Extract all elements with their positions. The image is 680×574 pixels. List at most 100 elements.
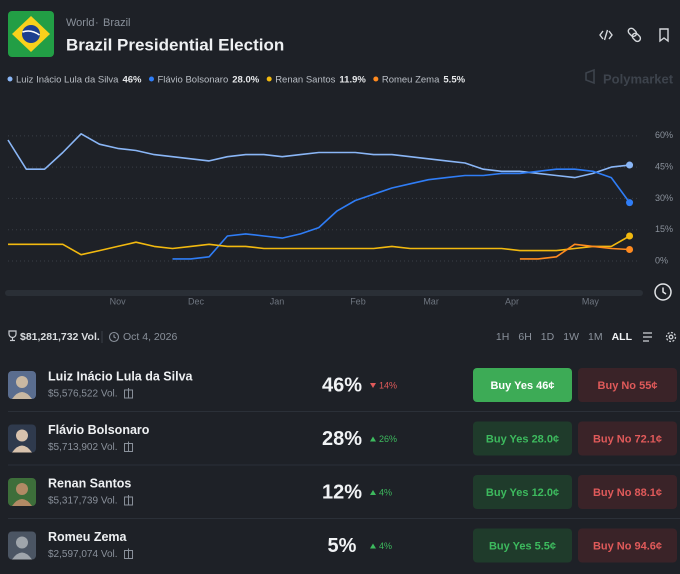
y-tick-label: 15%: [655, 224, 673, 234]
flag: [8, 11, 54, 57]
range-button[interactable]: 1H: [496, 331, 509, 343]
y-tick-label: 0%: [655, 255, 668, 265]
outcome-change: 4%: [379, 541, 392, 551]
outcome-name: Romeu Zema: [48, 530, 128, 544]
clock-button[interactable]: [654, 283, 672, 301]
legend: Luiz Inácio Lula da Silva 46% Flávio Bolso…: [7, 75, 466, 86]
outcome-volume: $5,713,902 Vol.: [48, 442, 118, 453]
legend-swatch: [7, 76, 13, 82]
range-button[interactable]: ALL: [612, 331, 633, 343]
buy-yes-label[interactable]: Buy Yes 28.0¢: [486, 433, 559, 445]
legend-label: Flávio Bolsonaro: [157, 75, 228, 86]
x-tick-label: Mar: [423, 296, 439, 306]
link-icon[interactable]: [627, 27, 642, 43]
x-tick-label: Apr: [505, 296, 519, 306]
y-tick-label: 45%: [655, 162, 673, 172]
buy-yes-button[interactable]: [473, 421, 572, 456]
outcome-change: 14%: [379, 380, 397, 390]
buy-no-button[interactable]: [578, 421, 677, 456]
legend-value: 5.5%: [443, 75, 465, 86]
watermark: Polymarket: [585, 68, 674, 86]
avatar-face: [16, 483, 28, 495]
breadcrumb[interactable]: Brazil: [103, 17, 131, 29]
buy-yes-label[interactable]: Buy Yes 46¢: [490, 380, 554, 392]
end-point: [626, 246, 634, 254]
legend-swatch: [373, 76, 379, 82]
buy-no-label[interactable]: Buy No 55¢: [598, 380, 658, 392]
outcome-volume: $2,597,074 Vol.: [48, 549, 118, 560]
avatar-face: [16, 429, 28, 442]
x-tick-label: Nov: [110, 296, 127, 306]
outcome-volume: $5,317,739 Vol.: [48, 496, 118, 507]
change-arrow: [370, 383, 376, 388]
buy-no-button[interactable]: [578, 475, 677, 509]
trophy-icon: [8, 330, 17, 342]
avatar-body: [12, 552, 32, 560]
end-point: [626, 199, 634, 207]
range-button[interactable]: 1W: [563, 331, 579, 343]
outcome-name: Flávio Bolsonaro: [48, 423, 150, 437]
outcome-change: 26%: [379, 434, 397, 444]
y-tick-label: 60%: [655, 130, 673, 140]
breadcrumb[interactable]: World: [66, 17, 95, 29]
legend-value: 46%: [122, 75, 142, 86]
avatar-body: [12, 392, 32, 399]
end-point: [626, 161, 634, 169]
legend-value: 28.0%: [232, 75, 259, 86]
avatar-face: [16, 536, 28, 549]
embed-icon[interactable]: [599, 29, 613, 41]
outcome-chance: 46%: [322, 374, 362, 396]
breadcrumb-separator: ·: [95, 17, 99, 29]
outcome-name: Renan Santos: [48, 476, 131, 490]
range-selector: ALL 1M 1W 1D 6H 1H: [496, 331, 633, 343]
outcome-chance: 12%: [322, 481, 362, 503]
x-tick-label: Jan: [270, 296, 285, 306]
bookmark-icon[interactable]: [659, 28, 669, 43]
legend-label: Romeu Zema: [382, 75, 440, 86]
buy-no-button[interactable]: [578, 368, 677, 402]
avatar-body: [12, 499, 32, 506]
outcome-volume: $5,576,522 Vol.: [48, 389, 118, 400]
clock-icon: [108, 331, 120, 343]
x-tick-label: May: [582, 296, 600, 306]
legend-swatch: [266, 76, 272, 82]
range-button[interactable]: 1D: [541, 331, 555, 343]
settings-icon[interactable]: [665, 331, 677, 343]
buy-yes-button[interactable]: [473, 368, 572, 402]
buy-no-label[interactable]: Buy No 94.6¢: [593, 540, 662, 552]
legend-label: Renan Santos: [275, 75, 335, 86]
y-tick-label: 30%: [655, 193, 673, 203]
chart: 0% 15% 30% 45% 60% Nov Dec Jan Feb Mar Apr May: [7, 130, 673, 306]
range-button[interactable]: 6H: [518, 331, 531, 343]
page-title: Brazil Presidential Election: [66, 35, 284, 54]
legend-label: Luiz Inácio Lula da Silva: [16, 75, 119, 86]
legend-value: 11.9%: [339, 75, 366, 86]
avatar-face: [16, 376, 28, 388]
change-arrow: [370, 543, 376, 549]
filter-icon[interactable]: [643, 332, 652, 342]
range-button[interactable]: 1M: [588, 331, 603, 343]
outcome-chance: 5%: [328, 535, 357, 557]
legend-swatch: [148, 76, 154, 82]
series-line: [8, 235, 630, 256]
buy-no-label[interactable]: Buy No 72.1¢: [593, 433, 662, 445]
series-line: [519, 243, 630, 260]
outcome-list: Luiz Inácio Lula da Silva $5,576,522 Vol.…: [8, 368, 680, 563]
buy-yes-button[interactable]: [473, 528, 572, 563]
buy-no-button[interactable]: [578, 528, 677, 563]
x-tick-label: Feb: [350, 296, 366, 306]
end-date: Oct 4, 2026: [123, 331, 177, 343]
outcome-change: 4%: [379, 487, 392, 497]
change-arrow: [370, 436, 376, 442]
buy-yes-label[interactable]: Buy Yes 5.5¢: [489, 540, 556, 552]
buy-yes-button[interactable]: [473, 475, 572, 509]
avatar-body: [12, 445, 32, 453]
buy-yes-label[interactable]: Buy Yes 12.0¢: [486, 487, 559, 499]
x-tick-label: Dec: [188, 296, 205, 306]
watermark-text: Polymarket: [603, 71, 674, 86]
outcome-chance: 28%: [322, 428, 362, 450]
series-line: [172, 168, 631, 260]
buy-no-label[interactable]: Buy No 88.1¢: [593, 487, 662, 499]
